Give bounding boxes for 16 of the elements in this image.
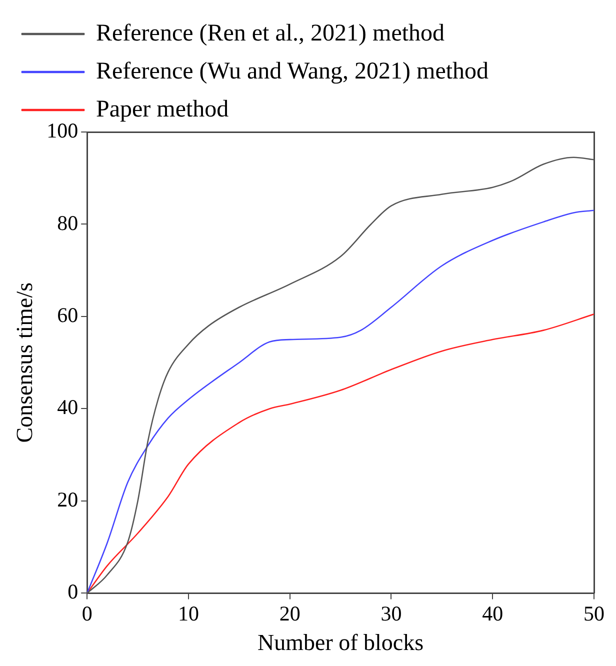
x-tick-label: 50 bbox=[584, 601, 604, 626]
y-tick-label: 80 bbox=[57, 210, 78, 235]
x-tick-label: 20 bbox=[279, 601, 300, 626]
legend-label: Reference (Wu and Wang, 2021) method bbox=[96, 58, 489, 84]
x-tick-label: 10 bbox=[178, 601, 199, 626]
y-tick-label: 100 bbox=[46, 118, 78, 143]
y-tick-label: 0 bbox=[68, 580, 78, 604]
x-tick-label: 40 bbox=[482, 601, 504, 626]
x-tick-label: 30 bbox=[380, 601, 402, 626]
y-tick-label: 60 bbox=[57, 302, 78, 327]
legend-label: Paper method bbox=[96, 96, 229, 122]
y-axis-title: Consensus time/s bbox=[12, 282, 37, 443]
legend-label: Reference (Ren et al., 2021) method bbox=[96, 20, 445, 46]
x-axis-title: Number of blocks bbox=[258, 630, 424, 656]
y-tick-label: 20 bbox=[57, 487, 78, 512]
y-tick-label: 40 bbox=[57, 395, 78, 420]
